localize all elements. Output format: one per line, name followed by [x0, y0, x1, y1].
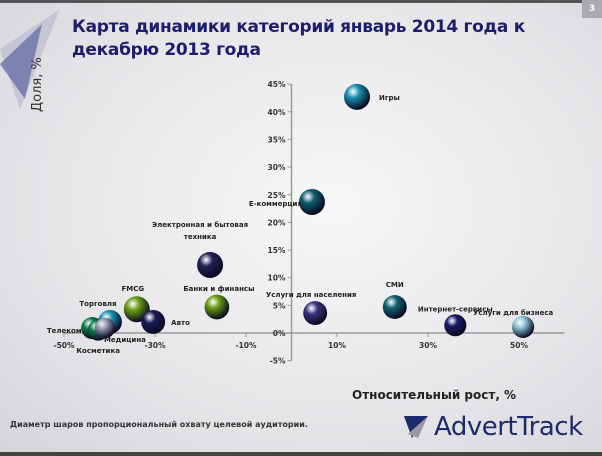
y-tick-label: -5% [270, 357, 286, 366]
adverttrack-logo: AdvertTrack [402, 412, 583, 442]
y-tick-label: 45% [268, 80, 286, 89]
x-tick-label: 50% [510, 341, 528, 350]
y-tick-label: 20% [268, 218, 286, 227]
decorative-triangle-logo [0, 9, 60, 109]
x-tick-label: 10% [328, 341, 346, 350]
x-tick-label: -30% [144, 341, 166, 350]
bubble [94, 317, 116, 339]
y-tick-label: 15% [268, 246, 286, 255]
y-tick-label: 30% [268, 163, 286, 172]
bubble-label: Игры [379, 94, 400, 102]
bubble-label: Интернет-сервисы [418, 305, 493, 313]
bubble-label: Услуги для бизнеса [473, 309, 554, 317]
page-number: 3 [582, 0, 602, 18]
bubble-label: Электронная и бытовая техника [152, 221, 248, 241]
y-tick-label: 5% [273, 301, 286, 310]
bubble-label: Услуги для населения [266, 291, 357, 299]
y-tick-label: 25% [268, 191, 286, 200]
bubble [204, 294, 230, 320]
footnote: Диаметр шаров пропорциональный охвату це… [10, 420, 308, 429]
bubble [444, 314, 467, 337]
page-title: Карта динамики категорий январь 2014 год… [72, 17, 525, 60]
y-tick-label: 0% [273, 329, 286, 338]
bubble [382, 295, 407, 319]
bubble [141, 309, 166, 334]
x-tick-label: 30% [419, 341, 437, 350]
bubble-label: Банки и финансы [183, 285, 254, 293]
y-tick-label: 10% [268, 274, 286, 283]
x-tick-label: -10% [235, 341, 257, 350]
bubble [512, 315, 535, 338]
bubble-label: E-коммерция [249, 200, 302, 208]
logo-text: AdvertTrack [434, 412, 583, 442]
bubble-label: Торговля [79, 300, 116, 308]
bubble-label: Косметика [76, 347, 120, 355]
x-tick-label: -50% [53, 341, 75, 350]
bubble-label: FMCG [121, 285, 144, 293]
top-bar [0, 0, 602, 3]
bubble-label: Телеком [47, 327, 82, 335]
logo-arrow-icon [404, 416, 428, 438]
x-axis-label: Относительный рост, % [352, 388, 517, 402]
bubble-label: Авто [171, 319, 190, 327]
bubble [298, 188, 325, 215]
y-tick-label: 35% [268, 135, 286, 144]
y-tick-label: 40% [268, 108, 286, 117]
bubble [303, 301, 328, 326]
bubble-label: Медицина [104, 336, 146, 344]
bubble-label: СМИ [386, 281, 404, 289]
bubble [344, 83, 371, 110]
bottom-bar [0, 452, 602, 456]
bubble [197, 251, 224, 278]
